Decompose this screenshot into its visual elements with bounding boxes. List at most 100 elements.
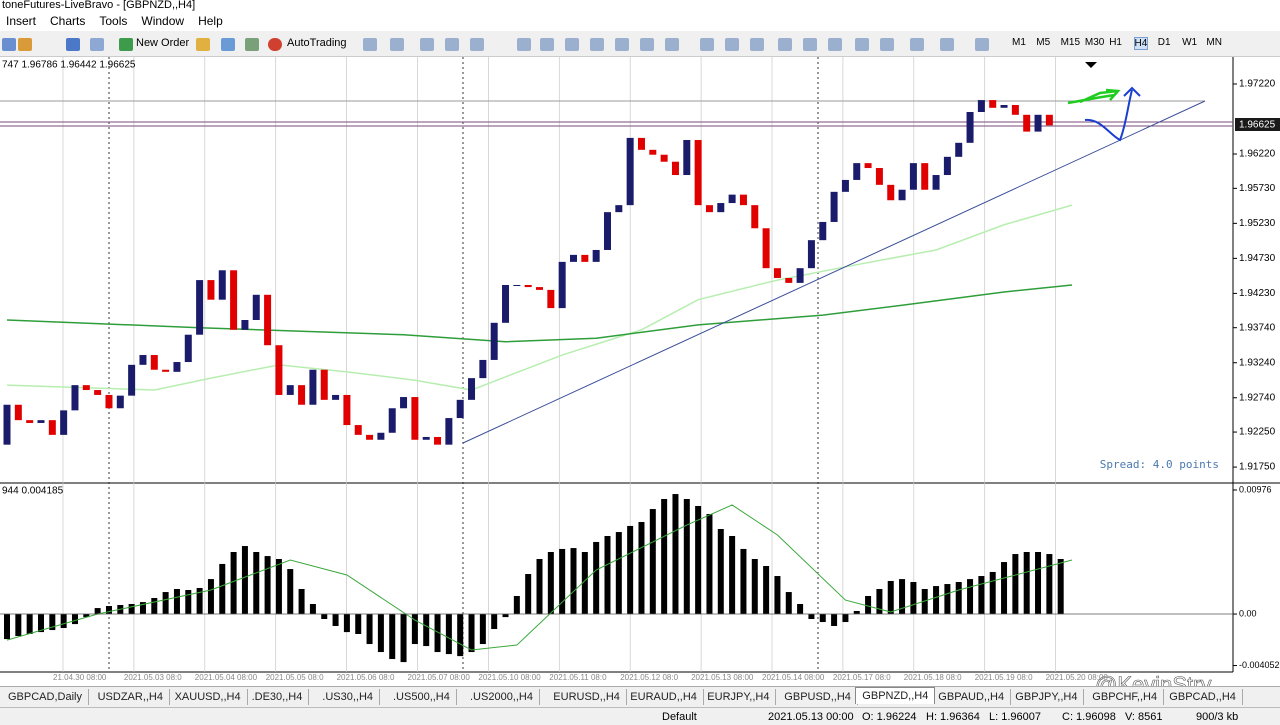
timeframe-button[interactable]: H4 bbox=[1133, 37, 1149, 50]
histogram-bar bbox=[978, 576, 985, 615]
histogram-bar bbox=[287, 569, 294, 615]
candle bbox=[71, 385, 79, 411]
tool-icon[interactable] bbox=[470, 38, 484, 51]
symbol-tab[interactable]: GBPAUD,,H4 bbox=[932, 689, 1012, 705]
menu-item[interactable]: Tools bbox=[99, 14, 128, 28]
symbol-tab[interactable]: GBPJPY,,H4 bbox=[1009, 689, 1085, 705]
autotrading-button[interactable]: AutoTrading bbox=[287, 37, 347, 49]
menu-item[interactable]: Window bbox=[141, 14, 185, 28]
tool-icon[interactable] bbox=[778, 38, 792, 51]
candle bbox=[694, 140, 702, 206]
tool-icon[interactable] bbox=[700, 38, 714, 51]
tool-icon[interactable] bbox=[565, 38, 579, 51]
tool-icon[interactable] bbox=[750, 38, 764, 51]
tool-icon[interactable] bbox=[363, 38, 377, 51]
symbol-tab[interactable]: EURUSD,,H4 bbox=[547, 689, 627, 705]
timeframe-button[interactable]: M1 bbox=[1012, 37, 1026, 48]
tool-icon[interactable] bbox=[221, 38, 235, 51]
menu-item[interactable]: Help bbox=[198, 14, 223, 28]
tool-icon[interactable] bbox=[803, 38, 817, 51]
candle bbox=[468, 378, 476, 400]
candle bbox=[705, 205, 713, 213]
tool-icon[interactable] bbox=[940, 38, 954, 51]
candle bbox=[150, 355, 158, 370]
histogram-bar bbox=[525, 573, 532, 615]
timeframe-button[interactable]: H1 bbox=[1109, 37, 1122, 48]
histogram-bar bbox=[751, 558, 758, 615]
histogram-bar bbox=[162, 592, 169, 615]
candle bbox=[162, 369, 170, 372]
symbol-tab[interactable]: .US30,,H4 bbox=[316, 689, 381, 705]
histogram-bar bbox=[989, 571, 996, 615]
tool-icon[interactable] bbox=[855, 38, 869, 51]
symbol-tab[interactable]: GBPUSD,,H4 bbox=[778, 689, 858, 705]
tool-icon[interactable] bbox=[615, 38, 629, 51]
tool-icon[interactable] bbox=[975, 38, 989, 51]
new-order-button[interactable]: New Order bbox=[136, 37, 190, 49]
menu-item[interactable]: Insert bbox=[6, 14, 37, 28]
tool-icon[interactable] bbox=[18, 38, 32, 51]
tool-icon[interactable] bbox=[90, 38, 104, 51]
tool-icon[interactable] bbox=[880, 38, 894, 51]
tool-icon[interactable] bbox=[245, 38, 259, 51]
symbol-tab[interactable]: GBPCAD,,H4 bbox=[1163, 689, 1243, 705]
tool-icon[interactable] bbox=[640, 38, 654, 51]
candle bbox=[128, 364, 136, 396]
timeframe-button[interactable]: M15 bbox=[1060, 37, 1081, 48]
candle bbox=[105, 394, 113, 409]
histogram-bar bbox=[230, 552, 237, 615]
candle bbox=[558, 261, 566, 309]
menu-item[interactable]: Charts bbox=[50, 14, 86, 28]
candle bbox=[1011, 104, 1019, 115]
symbol-tab[interactable]: EURAUD,,H4 bbox=[624, 689, 704, 705]
candle bbox=[660, 154, 668, 162]
tool-icon[interactable] bbox=[268, 38, 282, 51]
tool-icon[interactable] bbox=[828, 38, 842, 51]
tool-icon[interactable] bbox=[540, 38, 554, 51]
candle bbox=[524, 284, 532, 288]
tool-icon[interactable] bbox=[910, 38, 924, 51]
histogram-bar bbox=[763, 565, 770, 615]
symbol-tab[interactable]: GBPCAD,Daily bbox=[2, 689, 89, 705]
symbol-tab[interactable]: EURJPY,,H4 bbox=[701, 689, 777, 705]
histogram-bar bbox=[967, 579, 974, 615]
symbol-tab[interactable]: .US2000,,H4 bbox=[464, 689, 540, 705]
tool-icon[interactable] bbox=[2, 38, 16, 51]
tool-icon[interactable] bbox=[66, 38, 80, 51]
tool-icon[interactable] bbox=[517, 38, 531, 51]
histogram-bar bbox=[865, 595, 872, 615]
tool-icon[interactable] bbox=[590, 38, 604, 51]
y-tick-label: 1.92740 bbox=[1239, 392, 1276, 403]
signal-line bbox=[6, 504, 1073, 651]
tool-icon[interactable] bbox=[445, 38, 459, 51]
timeframe-button[interactable]: D1 bbox=[1157, 37, 1171, 48]
tool-icon[interactable] bbox=[196, 38, 210, 51]
tool-icon[interactable] bbox=[119, 38, 133, 51]
histogram-bar bbox=[944, 584, 951, 615]
x-tick-label: 2021.05.07 08:00 bbox=[408, 673, 471, 682]
symbol-tab[interactable]: GBPCHF,,H4 bbox=[1086, 689, 1165, 705]
tool-icon[interactable] bbox=[725, 38, 739, 51]
tool-icon[interactable] bbox=[390, 38, 404, 51]
tool-icon[interactable] bbox=[420, 38, 434, 51]
timeframe-button[interactable]: MN bbox=[1206, 37, 1222, 48]
histogram-bar bbox=[173, 588, 180, 615]
histogram-bar bbox=[887, 580, 894, 615]
symbol-tab[interactable]: USDZAR,,H4 bbox=[92, 689, 170, 705]
symbol-tab[interactable]: XAUUSD,,H4 bbox=[169, 689, 248, 705]
histogram-bar bbox=[241, 546, 248, 615]
status-bar: Default 2021.05.13 00:00 O: 1.96224 H: 1.96… bbox=[0, 707, 1280, 725]
timeframe-button[interactable]: M30 bbox=[1084, 37, 1105, 48]
symbol-tab[interactable]: .DE30,,H4 bbox=[246, 689, 310, 705]
toolbar: New Order AutoTrading M1 M5 M15 M30 H1 H4 D1 W1… bbox=[0, 31, 1280, 57]
x-tick-label: 21.04.30 08:00 bbox=[53, 673, 107, 682]
histogram-bar bbox=[819, 614, 826, 623]
symbol-tab[interactable]: .US500,,H4 bbox=[387, 689, 457, 705]
histogram-bar bbox=[729, 535, 736, 615]
status-field: H: 1.96364 bbox=[926, 711, 980, 723]
tool-icon[interactable] bbox=[665, 38, 679, 51]
timeframe-button[interactable]: W1 bbox=[1182, 37, 1198, 48]
symbol-tab[interactable]: GBPNZD,,H4 bbox=[855, 687, 936, 704]
timeframe-button[interactable]: M5 bbox=[1036, 37, 1051, 48]
histogram-bar bbox=[309, 603, 316, 615]
